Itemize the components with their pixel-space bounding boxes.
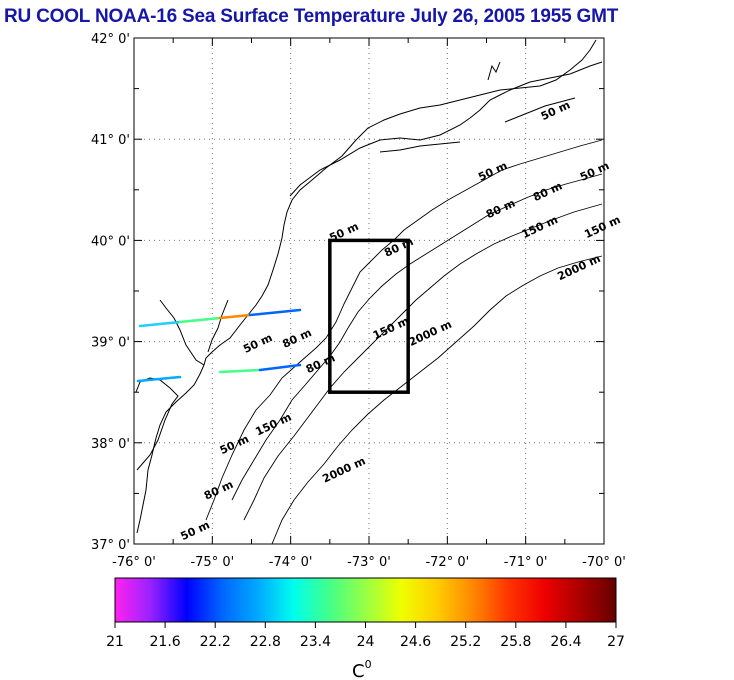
colorbar: 21 21.6 22.2 22.8 23.4 24 24.6 25.2 25.8… [106, 577, 625, 680]
swath-fragment [218, 313, 252, 320]
lat-label: 39° 0' [91, 336, 130, 351]
isobath-label: 2000 m [555, 252, 602, 283]
sst-swath-fragments [136, 308, 302, 383]
isobath-label: 80 m [280, 326, 313, 351]
isobath-label: 80 m [202, 478, 235, 503]
isobath-50m [205, 139, 603, 521]
isobath-label: 150 m [582, 213, 622, 241]
latitude-labels: 42° 0' 41° 0' 40° 0' 39° 0' 38° 0' 37° 0… [91, 32, 130, 553]
isobath-label: 80 m [484, 197, 517, 222]
isobaths [205, 139, 603, 545]
isobath-label: 80 m [304, 351, 337, 376]
lat-label: 38° 0' [91, 437, 130, 452]
colorbar-ticks [114, 622, 617, 628]
lon-label: -73° 0' [347, 555, 391, 570]
lon-label: -74° 0' [269, 555, 313, 570]
isobath-label: 150 m [253, 410, 293, 438]
colorbar-label: 26.4 [550, 634, 581, 650]
isobath-label: 80 m [531, 179, 564, 204]
lat-label: 37° 0' [91, 538, 130, 553]
isobath-label: 150 m [371, 314, 411, 342]
colorbar-label: 21 [106, 634, 124, 650]
colorbar-label: 21.6 [150, 634, 181, 650]
isobath-label: 150 m [520, 213, 560, 241]
isobath-label: 50 m [476, 159, 509, 184]
colorbar-label: 22.2 [200, 634, 231, 650]
colorbar-label: 24.6 [400, 634, 431, 650]
colorbar-fill [114, 577, 617, 623]
colorbar-label: 25.2 [450, 634, 481, 650]
lat-label: 41° 0' [91, 133, 130, 148]
isobath-label: 50 m [539, 98, 572, 123]
swath-fragment [178, 316, 222, 324]
swath-fragment [218, 368, 262, 374]
lon-label: -75° 0' [190, 555, 234, 570]
study-area-box [328, 238, 410, 394]
unit-letter: C [352, 661, 365, 680]
swath-fragment [248, 308, 302, 317]
isobath-label: 50 m [179, 518, 212, 543]
isobath-label: 50 m [241, 331, 274, 356]
swath-fragment [136, 375, 182, 383]
colorbar-label: 23.4 [300, 634, 331, 650]
swath-fragment [138, 320, 182, 328]
lon-label: -72° 0' [425, 555, 469, 570]
lon-label: -71° 0' [504, 555, 548, 570]
lat-label: 40° 0' [91, 234, 130, 249]
coastline [135, 39, 603, 534]
isobath-80m [231, 173, 603, 501]
longitude-labels: -76° 0' -75° 0' -74° 0' -73° 0' -72° 0' … [112, 555, 626, 570]
chart-title: RU COOL NOAA-16 Sea Surface Temperature … [4, 6, 619, 27]
colorbar-label: 22.8 [250, 634, 281, 650]
colorbar-label: 24 [357, 634, 375, 650]
isobath-2000m [271, 255, 603, 545]
unit-superscript: 0 [365, 658, 372, 671]
colorbar-label: 25.8 [500, 634, 531, 650]
colorbar-labels: 21 21.6 22.2 22.8 23.4 24 24.6 25.2 25.8… [106, 634, 625, 650]
isobath-label: 2000 m [407, 318, 454, 349]
isobath-label: 50 m [578, 159, 611, 184]
isobath-150m [243, 203, 603, 521]
lat-label: 42° 0' [91, 32, 130, 47]
lon-label: -70° 0' [582, 555, 626, 570]
colorbar-unit: C0 [352, 658, 372, 680]
map-ticks [133, 37, 605, 545]
colorbar-label: 27 [607, 634, 625, 650]
swath-fragment [258, 363, 302, 372]
lon-label: -76° 0' [112, 555, 156, 570]
map-gridlines [134, 38, 604, 544]
isobath-label: 50 m [218, 432, 251, 457]
